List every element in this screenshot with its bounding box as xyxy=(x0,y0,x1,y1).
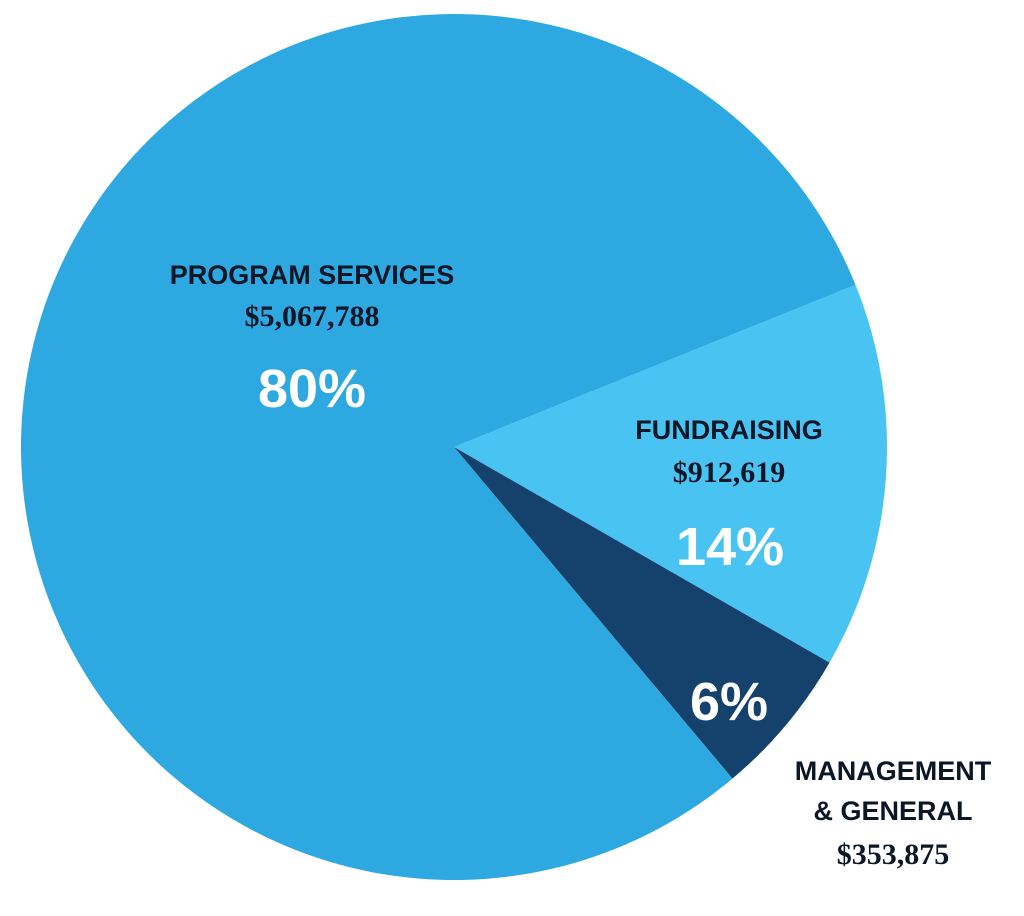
slice-label-fundraising: FUNDRAISING xyxy=(635,415,823,445)
pie-slice-management-general xyxy=(454,447,830,779)
slice-percent-program-services: 80% xyxy=(258,359,366,419)
slice-label-management-general-line1: MANAGEMENT xyxy=(795,756,992,786)
pie-slice-program-services xyxy=(20,14,856,881)
pie-slice-fundraising xyxy=(454,284,887,663)
slice-label-management-general-line2: & GENERAL xyxy=(813,796,972,826)
slice-amount-management-general: $353,875 xyxy=(837,838,950,871)
slice-label-program-services: PROGRAM SERVICES xyxy=(170,260,455,290)
slice-percent-management-general: 6% xyxy=(690,672,768,732)
slice-amount-program-services: $5,067,788 xyxy=(245,300,380,333)
slice-amount-fundraising: $912,619 xyxy=(673,456,786,489)
slice-percent-fundraising: 14% xyxy=(676,517,784,577)
pie-slices xyxy=(20,14,887,881)
